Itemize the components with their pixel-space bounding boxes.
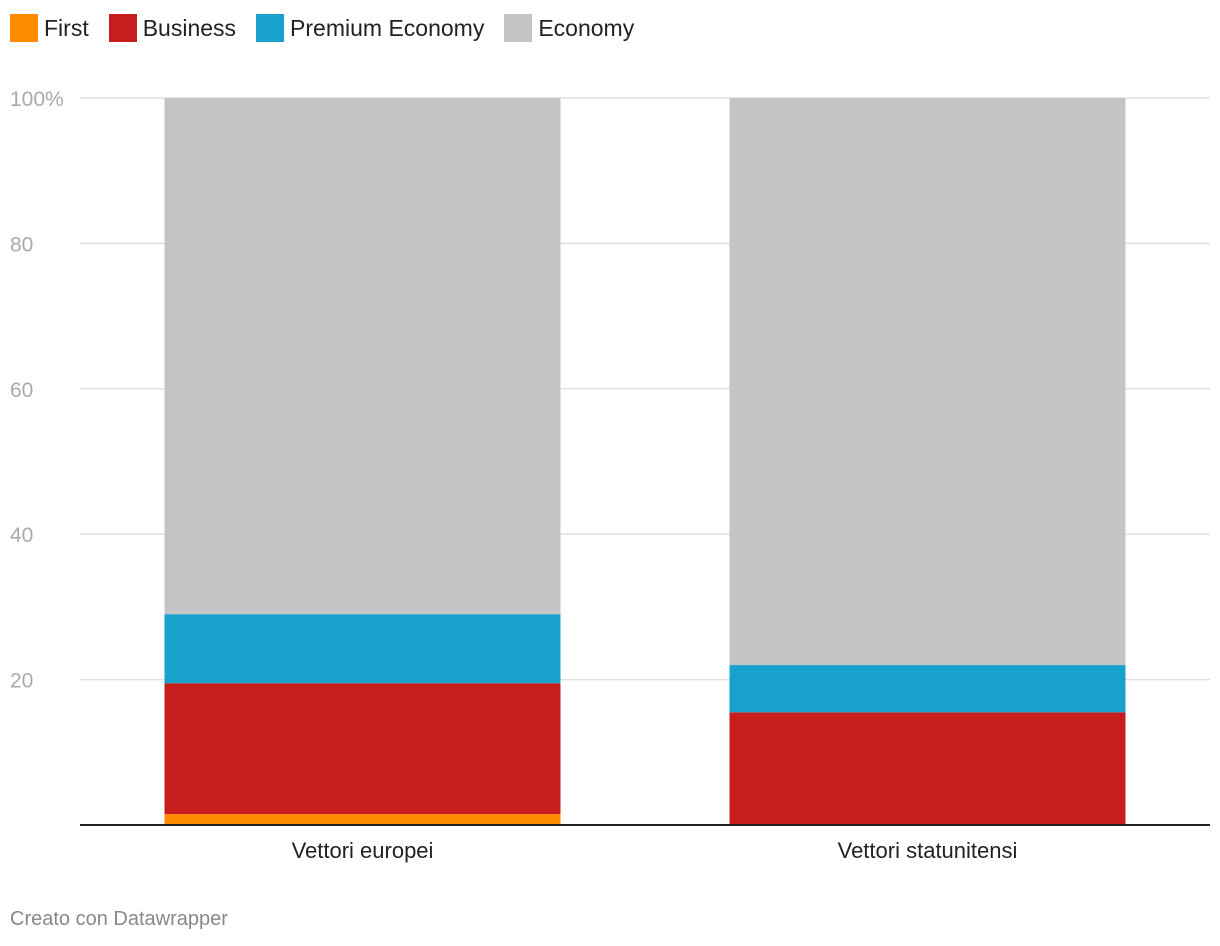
legend-item-business: Business — [108, 14, 237, 42]
legend-item-economy: Economy — [504, 14, 634, 42]
y-tick-label-60: 60 — [10, 379, 33, 402]
bar-vettori-europei-business — [164, 683, 561, 815]
bar-vettori-statunitensi-business — [729, 712, 1126, 825]
bar-vettori-statunitensi-economy — [729, 98, 1126, 666]
y-axis-ticks: 20 40 60 80 100% — [10, 88, 64, 693]
x-label-vettori-statunitensi: Vettori statunitensi — [838, 838, 1018, 863]
x-axis-labels: Vettori europei Vettori statunitensi — [292, 838, 1018, 863]
legend-item-premium-economy: Premium Economy — [256, 14, 484, 42]
x-label-vettori-europei: Vettori europei — [292, 838, 434, 863]
bar-vettori-europei-first — [164, 814, 561, 825]
legend: First Business Premium Economy Economy — [10, 13, 654, 43]
legend-item-first: First — [10, 14, 89, 42]
y-tick-label-40: 40 — [10, 524, 33, 547]
bar-segments — [164, 98, 1126, 825]
bar-vettori-statunitensi-premium-economy — [729, 665, 1126, 713]
y-tick-label-100: 100% — [10, 88, 64, 111]
legend-label-economy: Economy — [538, 14, 635, 41]
legend-swatch-business — [108, 14, 137, 42]
y-tick-label-80: 80 — [10, 233, 33, 256]
legend-label-premium-economy: Premium Economy — [290, 14, 485, 41]
y-tick-label-20: 20 — [10, 670, 33, 693]
legend-swatch-first — [10, 14, 38, 42]
legend-label-business: Business — [142, 14, 237, 41]
legend-swatch-premium-economy — [256, 14, 285, 42]
credit-text: Creato con Datawrapper — [10, 908, 228, 930]
legend-label-first: First — [44, 14, 89, 41]
bar-vettori-europei-economy — [164, 98, 561, 615]
bar-vettori-europei-premium-economy — [164, 614, 561, 684]
legend-swatch-economy — [504, 14, 533, 42]
